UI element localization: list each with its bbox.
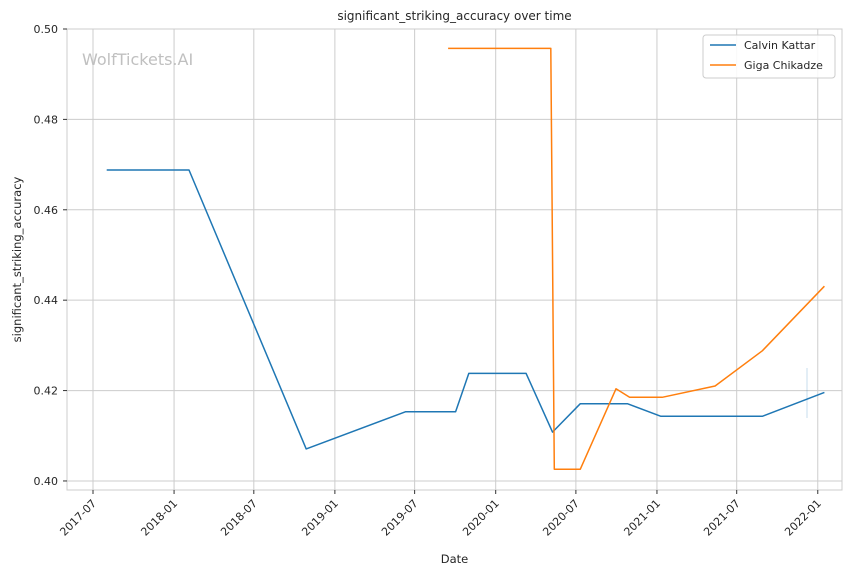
x-tick-label: 2018-01 bbox=[138, 497, 180, 539]
x-tick-label: 2022-01 bbox=[782, 497, 824, 539]
x-axis: 2017-07 2018-01 2018-07 2019-01 2019-07 2020-… bbox=[57, 490, 824, 539]
chart-title: significant_striking_accuracy over time bbox=[337, 9, 571, 23]
x-tick-label: 2017-07 bbox=[57, 497, 99, 539]
series-line-calvin-kattar bbox=[106, 169, 825, 450]
watermark: WolfTickets.AI bbox=[82, 50, 193, 69]
x-tick-label: 2021-07 bbox=[701, 497, 743, 539]
legend: Calvin Kattar Giga Chikadze bbox=[702, 34, 836, 79]
y-axis-label: significant_striking_accuracy bbox=[10, 176, 24, 342]
y-tick-label: 0.44 bbox=[34, 294, 59, 307]
plot-area bbox=[66, 28, 843, 491]
legend-label-calvin-kattar: Calvin Kattar bbox=[744, 39, 816, 52]
x-tick-label: 2021-01 bbox=[621, 497, 663, 539]
x-tick-label: 2020-07 bbox=[540, 497, 582, 539]
series-line-giga-chikadze bbox=[448, 47, 825, 470]
y-tick-label: 0.46 bbox=[34, 204, 59, 217]
legend-entry-giga-chikadze: Giga Chikadze bbox=[710, 59, 823, 72]
series-layer bbox=[106, 47, 825, 470]
grid-lines bbox=[67, 28, 842, 490]
legend-label-giga-chikadze: Giga Chikadze bbox=[744, 59, 823, 72]
y-tick-label: 0.48 bbox=[34, 113, 59, 126]
y-tick-label: 0.40 bbox=[34, 475, 59, 488]
x-axis-label: Date bbox=[441, 552, 469, 566]
x-tick-label: 2019-01 bbox=[299, 497, 341, 539]
legend-entry-calvin-kattar: Calvin Kattar bbox=[710, 39, 816, 52]
y-tick-label: 0.42 bbox=[34, 385, 59, 398]
x-tick-label: 2018-07 bbox=[218, 497, 260, 539]
x-tick-label: 2020-01 bbox=[460, 497, 502, 539]
x-tick-label: 2019-07 bbox=[379, 497, 421, 539]
y-axis: 0.40 0.42 0.44 0.46 0.48 0.50 bbox=[34, 23, 67, 488]
y-tick-label: 0.50 bbox=[34, 23, 59, 36]
